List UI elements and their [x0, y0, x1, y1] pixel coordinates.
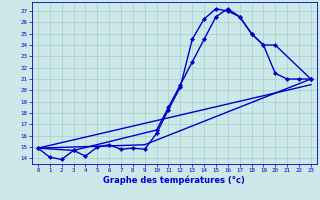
X-axis label: Graphe des températures (°c): Graphe des températures (°c) [103, 176, 245, 185]
